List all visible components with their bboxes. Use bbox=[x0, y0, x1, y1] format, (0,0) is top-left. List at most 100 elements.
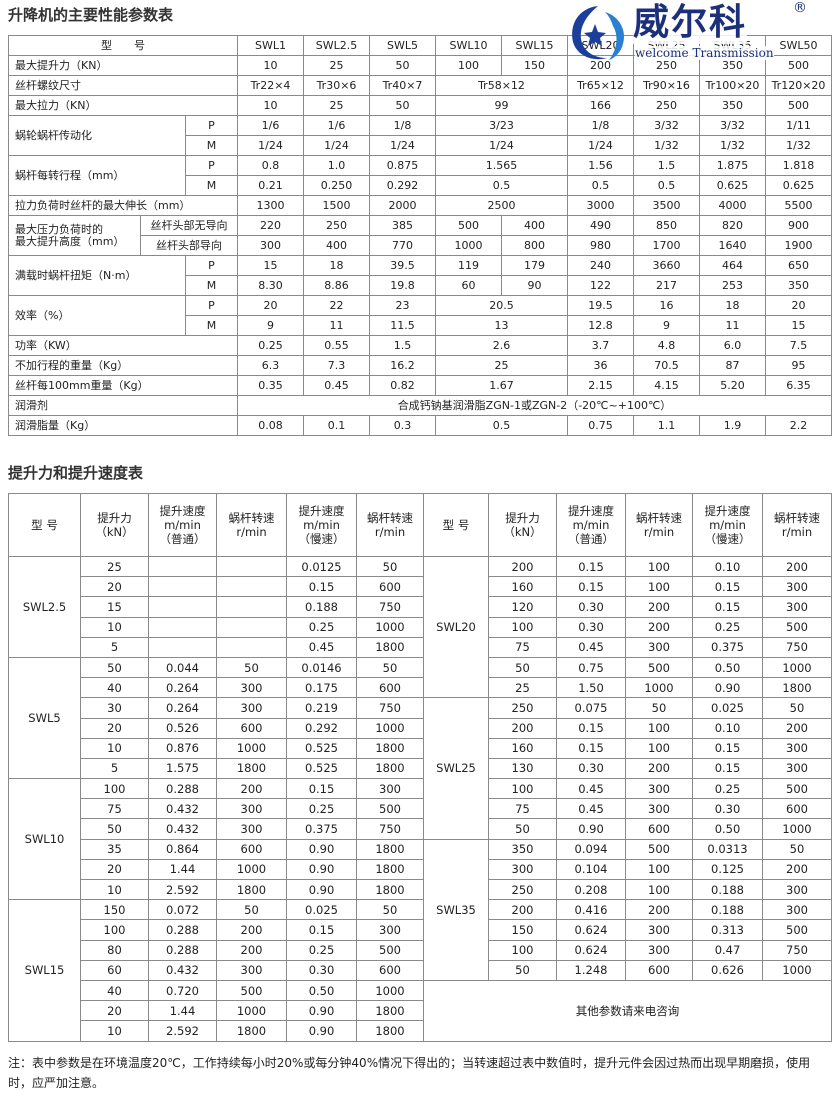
value-cell: 5 bbox=[80, 636, 149, 658]
value-cell: 0.45 bbox=[556, 636, 626, 658]
value-cell: 0.525 bbox=[286, 757, 357, 780]
column-header: 蜗杆转速 r/min bbox=[625, 493, 693, 557]
spec-row: 不加行程的重量（Kg） 6.3 7.3 16.2 25 36 70.5 87 95 bbox=[8, 355, 832, 376]
value-cell: 4000 bbox=[699, 195, 766, 216]
value-cell: 0.208 bbox=[556, 878, 626, 901]
value-cell: 50 bbox=[762, 697, 832, 719]
model-cell: SWL15 bbox=[8, 899, 81, 1042]
row-label: 效率（%） bbox=[8, 295, 186, 336]
value-cell: 1/24 bbox=[435, 135, 568, 156]
value-cell: 0.10 bbox=[692, 717, 763, 739]
value-cell: 1/8 bbox=[567, 115, 634, 136]
value-cell: 600 bbox=[625, 959, 693, 981]
value-cell: 10 bbox=[80, 1020, 149, 1042]
value-cell: 0.094 bbox=[556, 838, 626, 860]
value-cell: 0.45 bbox=[556, 798, 626, 820]
value-cell: 300 bbox=[625, 919, 693, 941]
value-cell: 1800 bbox=[356, 757, 424, 780]
value-cell: 0.104 bbox=[556, 858, 626, 881]
value-cell: 1800 bbox=[356, 1000, 424, 1022]
value-cell: 0.8 bbox=[237, 155, 304, 176]
value-cell: 1.0 bbox=[303, 155, 370, 176]
header-row: 型 号提升力 （kN） 提升速度 m/min （普通） 蜗杆转速 r/min 提升速度… bbox=[8, 493, 832, 557]
speed-row: 20 0.15 600 160 0.15 100 0.15 300 bbox=[9, 576, 832, 598]
value-cell: 200 bbox=[488, 717, 557, 739]
header-label: 型 号 bbox=[8, 35, 238, 56]
value-cell: 11 bbox=[303, 315, 370, 336]
value-cell: 150 bbox=[501, 55, 568, 76]
value-cell: 1.44 bbox=[148, 1000, 217, 1022]
spec-table: 型 号SWL1SWL2.5SWL5SWL10SWL15SWL20SWL25SWL… bbox=[8, 35, 832, 436]
value-cell: 40 bbox=[80, 979, 149, 1002]
speed-row: 20 0.526 600 0.292 1000 200 0.15 100 0.10 200 bbox=[9, 717, 832, 739]
speed-row: 40 0.264 300 0.175 600 25 1.50 1000 0.90 1800 bbox=[9, 677, 832, 699]
value-cell: 0.720 bbox=[148, 979, 217, 1002]
row-label: 蜗杆每转行程（mm） bbox=[8, 155, 186, 196]
value-cell: 50 bbox=[216, 656, 287, 679]
value-cell: 11 bbox=[699, 315, 766, 336]
empty-cell bbox=[148, 596, 217, 618]
value-cell: Tr22×4 bbox=[237, 75, 304, 96]
value-cell: 3.7 bbox=[567, 335, 634, 356]
value-cell: 200 bbox=[625, 757, 693, 780]
value-cell: 1.5 bbox=[369, 335, 436, 356]
model-header: SWL1 bbox=[237, 35, 304, 56]
value-cell: 10 bbox=[237, 95, 304, 116]
value-cell: 1000 bbox=[356, 616, 424, 638]
value-cell: 0.1 bbox=[303, 415, 370, 436]
value-cell: 100 bbox=[488, 778, 557, 800]
speed-row: 50 0.432 300 0.375 750 50 0.90 600 0.50 1000 bbox=[9, 818, 832, 840]
value-cell: 100 bbox=[80, 778, 149, 800]
value-cell: 3500 bbox=[633, 195, 700, 216]
model-cell: SWL25 bbox=[423, 697, 489, 840]
value-cell: 179 bbox=[501, 255, 568, 276]
value-cell: 600 bbox=[625, 818, 693, 840]
spec-row: 润滑脂量（Kg） 0.08 0.1 0.3 0.5 0.75 1.1 1.9 2.2 bbox=[8, 415, 832, 436]
row-sublabel: P bbox=[185, 115, 238, 136]
value-cell: 0.90 bbox=[286, 858, 357, 881]
speed-row: 20 1.44 1000 0.90 1800 300 0.104 100 0.125 200 bbox=[9, 858, 832, 881]
value-cell: 1/11 bbox=[765, 115, 832, 136]
empty-cell bbox=[148, 616, 217, 638]
value-cell: 8.86 bbox=[303, 275, 370, 296]
column-header: 型 号 bbox=[423, 493, 489, 557]
value-cell: 6.3 bbox=[237, 355, 304, 376]
spec-row: M 9 11 11.5 13 12.8 9 11 15 bbox=[9, 315, 832, 336]
value-cell: 1300 bbox=[237, 195, 304, 216]
value-cell: 0.875 bbox=[369, 155, 436, 176]
value-cell: 20 bbox=[765, 295, 832, 316]
empty-cell bbox=[148, 555, 217, 578]
value-cell: 122 bbox=[567, 275, 634, 296]
value-cell: 40 bbox=[80, 677, 149, 699]
value-cell: 1800 bbox=[356, 636, 424, 658]
value-cell: 75 bbox=[80, 798, 149, 820]
value-cell: Tr40×7 bbox=[369, 75, 436, 96]
value-cell: 800 bbox=[501, 235, 568, 256]
value-cell: 12.8 bbox=[567, 315, 634, 336]
value-cell: 1800 bbox=[356, 858, 424, 881]
value-cell: 0.15 bbox=[692, 737, 763, 759]
value-cell: 0.10 bbox=[692, 555, 763, 578]
value-cell: 50 bbox=[762, 838, 832, 860]
value-cell: 18 bbox=[303, 255, 370, 276]
row-label: 丝杆每100mm重量（Kg） bbox=[8, 375, 238, 396]
value-cell: 500 bbox=[356, 798, 424, 820]
value-cell: 1/24 bbox=[237, 135, 304, 156]
value-cell: 300 bbox=[625, 798, 693, 820]
value-cell: 50 bbox=[80, 818, 149, 840]
value-cell: 0.21 bbox=[237, 175, 304, 196]
value-cell: 1.875 bbox=[699, 155, 766, 176]
value-cell: 0.45 bbox=[286, 636, 357, 658]
value-cell: 385 bbox=[369, 215, 436, 236]
speed-row: 15 0.188 750 120 0.30 200 0.15 300 bbox=[9, 596, 832, 618]
value-cell: 1/6 bbox=[303, 115, 370, 136]
row-sublabel: 丝杆头部导向 bbox=[140, 235, 238, 256]
value-cell: 1000 bbox=[762, 818, 832, 840]
column-header: 提升力 （kN） bbox=[80, 493, 149, 557]
speed-row: 35 0.864 600 0.90 1800 SWL35 350 0.094 500 0.0313… bbox=[9, 838, 832, 981]
value-cell: 119 bbox=[435, 255, 502, 276]
spec-row: 效率（%） P 20 22 23 20.5 19.5 16 18 20 bbox=[8, 295, 832, 336]
value-cell: 50 bbox=[369, 95, 436, 116]
value-cell: 300 bbox=[216, 677, 287, 699]
value-cell: 0.15 bbox=[556, 555, 626, 578]
